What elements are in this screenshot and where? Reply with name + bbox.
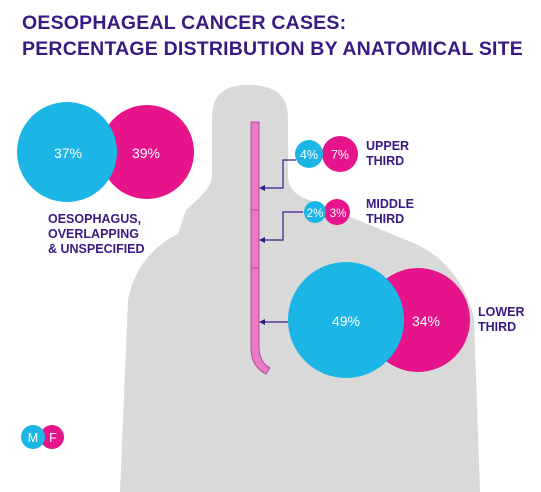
label-middle-line-2: THIRD [366,212,404,226]
label-oesophagus: OESOPHAGUS, OVERLAPPING & UNSPECIFIED [48,212,145,256]
arrow-middle [262,211,303,241]
bubble-middle-male [304,201,326,223]
bubble-upper-female [322,136,358,172]
label-oesophagus-line-2: OVERLAPPING [48,227,139,241]
label-upper-third: UPPER THIRD [366,139,413,168]
value-upper-male: 4% [300,148,318,162]
value-oesophagus-male: 37% [54,145,82,161]
arrow-head-upper [259,185,265,191]
bubble-upper-male [295,140,323,168]
arrow-heads [259,185,265,325]
bubble-middle-female [324,199,350,225]
value-middle-female: 3% [330,208,347,220]
connector-arrows [262,159,303,323]
label-lower-line-2: THIRD [478,320,516,334]
bubble-lower-male [288,262,404,378]
legend-male-dot [21,425,45,449]
label-upper-line-2: THIRD [366,154,404,168]
value-middle-male: 2% [307,208,324,220]
legend-female-label: F [49,431,57,445]
bubble-oesophagus-female [100,105,194,199]
label-middle-third: MIDDLE THIRD [366,197,417,226]
legend-female-dot [40,425,64,449]
legend-male-label: M [28,431,38,445]
label-middle-line-1: MIDDLE [366,197,414,211]
label-oesophagus-line-3: & UNSPECIFIED [48,242,145,256]
value-oesophagus-female: 39% [132,145,160,161]
value-lower-male: 49% [332,313,360,329]
label-oesophagus-line-1: OESOPHAGUS, [48,212,141,226]
label-upper-line-1: UPPER [366,139,409,153]
label-lower-third: LOWER THIRD [478,305,528,334]
bubble-oesophagus-male [17,102,117,202]
value-lower-female: 34% [412,313,440,329]
arrow-upper [262,159,296,189]
title-line-1: OESOPHAGEAL CANCER CASES: [22,12,347,34]
label-lower-line-1: LOWER [478,305,525,319]
oesophagus-outline [250,121,271,375]
value-upper-female: 7% [331,148,349,162]
title-line-2: PERCENTAGE DISTRIBUTION BY ANATOMICAL SI… [22,38,523,60]
arrow-head-lower [259,319,265,325]
legend: M F [21,425,64,449]
oesophagus-tube [250,121,271,375]
arrow-head-middle [259,237,265,243]
